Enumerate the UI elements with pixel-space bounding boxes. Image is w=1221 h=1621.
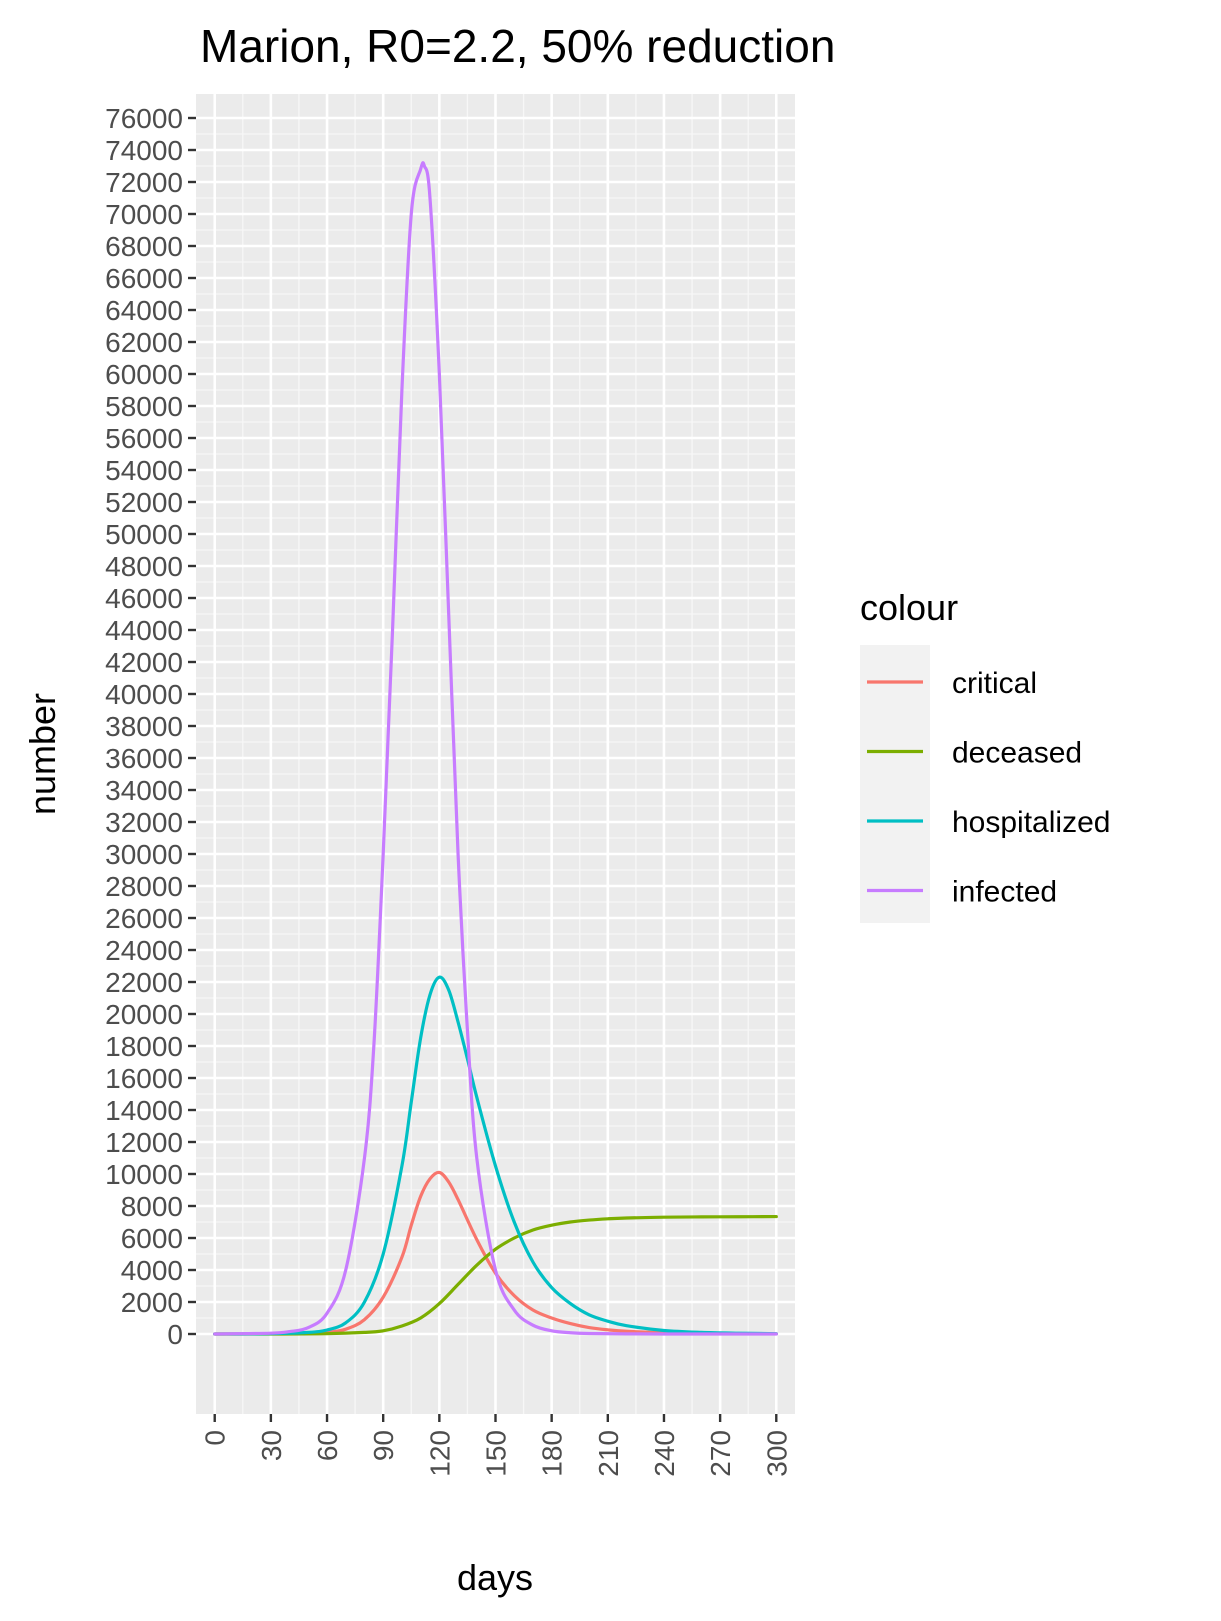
legend: colour critical deceased hospitalized infec… (860, 587, 1110, 923)
y-tick-label: 22000 (105, 967, 183, 998)
y-tick-label: 18000 (105, 1031, 183, 1062)
y-tick-label: 66000 (105, 263, 183, 294)
y-tick-label: 54000 (105, 455, 183, 486)
y-tick-label: 6000 (121, 1223, 183, 1254)
y-tick-label: 44000 (105, 615, 183, 646)
y-tick-label: 60000 (105, 359, 183, 390)
y-tick-label: 58000 (105, 391, 183, 422)
y-tick-label: 36000 (105, 743, 183, 774)
series-line-deceased (213, 1214, 778, 1336)
y-tick-label: 4000 (121, 1255, 183, 1286)
x-tick-label: 240 (649, 1430, 680, 1477)
y-tick-label: 48000 (105, 551, 183, 582)
x-axis: 0 30 60 90 120 150 180 210 240 270 300 (200, 1414, 792, 1477)
y-tick-label: 8000 (121, 1191, 183, 1222)
legend-label-infected: infected (952, 876, 1057, 909)
y-tick-label: 56000 (105, 423, 183, 454)
y-tick-label: 26000 (105, 903, 183, 934)
y-axis-title: number (22, 693, 63, 815)
y-tick-label: 62000 (105, 327, 183, 358)
legend-items: critical deceased hospitalized infected (867, 667, 1110, 909)
x-tick-label: 120 (424, 1430, 455, 1477)
y-tick-label: 68000 (105, 231, 183, 262)
legend-key-background (860, 645, 930, 923)
y-tick-label: 72000 (105, 167, 183, 198)
y-tick-label: 14000 (105, 1095, 183, 1126)
y-tick-label: 34000 (105, 775, 183, 806)
y-tick-label: 52000 (105, 487, 183, 518)
legend-label-deceased: deceased (952, 737, 1082, 770)
series-lines (213, 161, 778, 1336)
x-tick-label: 30 (256, 1430, 287, 1461)
x-tick-label: 270 (705, 1430, 736, 1477)
chart-title: Marion, R0=2.2, 50% reduction (200, 20, 835, 72)
x-tick-label: 90 (368, 1430, 399, 1461)
grid-major (196, 94, 795, 1414)
y-tick-label: 42000 (105, 647, 183, 678)
y-tick-label: 74000 (105, 135, 183, 166)
legend-title: colour (860, 587, 958, 628)
y-tick-label: 28000 (105, 871, 183, 902)
x-axis-title: days (457, 1557, 533, 1598)
y-tick-label: 24000 (105, 935, 183, 966)
y-tick-label: 0 (167, 1319, 183, 1350)
y-tick-label: 20000 (105, 999, 183, 1030)
legend-label-critical: critical (952, 667, 1037, 700)
x-tick-label: 0 (200, 1430, 231, 1446)
y-tick-label: 38000 (105, 711, 183, 742)
y-tick-label: 70000 (105, 199, 183, 230)
y-tick-label: 2000 (121, 1287, 183, 1318)
series-line-critical (213, 1170, 778, 1336)
y-tick-label: 16000 (105, 1063, 183, 1094)
y-tick-label: 30000 (105, 839, 183, 870)
x-tick-label: 60 (312, 1430, 343, 1461)
y-tick-label: 76000 (105, 103, 183, 134)
y-tick-label: 12000 (105, 1127, 183, 1158)
x-tick-label: 180 (537, 1430, 568, 1477)
y-tick-label: 40000 (105, 679, 183, 710)
y-tick-label: 64000 (105, 295, 183, 326)
legend-label-hospitalized: hospitalized (952, 806, 1110, 839)
x-tick-label: 150 (481, 1430, 512, 1477)
series-line-hospitalized (213, 975, 778, 1336)
y-tick-label: 50000 (105, 519, 183, 550)
y-axis: 0200040006000800010000120001400016000180… (105, 103, 196, 1350)
y-tick-label: 10000 (105, 1159, 183, 1190)
series-line-infected (213, 161, 778, 1336)
x-tick-label: 210 (593, 1430, 624, 1477)
y-tick-label: 46000 (105, 583, 183, 614)
x-tick-label: 300 (761, 1430, 792, 1477)
y-tick-label: 32000 (105, 807, 183, 838)
